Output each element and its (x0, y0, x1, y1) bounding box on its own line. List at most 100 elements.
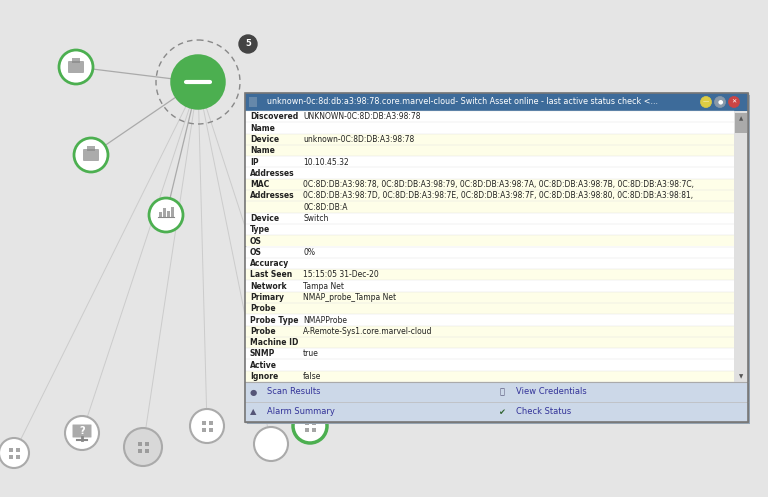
Text: 0C:8D:DB:A3:98:7D, 0C:8D:DB:A3:98:7E, 0C:8D:DB:A3:98:7F, 0C:8D:DB:A3:98:80, 0C:8: 0C:8D:DB:A3:98:7D, 0C:8D:DB:A3:98:7E, 0C… (303, 191, 694, 200)
Bar (137, 441, 141, 445)
Circle shape (729, 96, 740, 107)
Text: MAC: MAC (250, 180, 270, 189)
Text: unknown-0c:8d:db:a3:98:78.core.marvel-cloud- Switch Asset online - last active s: unknown-0c:8d:db:a3:98:78.core.marvel-cl… (262, 97, 658, 106)
Text: IP: IP (250, 158, 259, 166)
Bar (8, 454, 12, 459)
Bar (15, 447, 19, 451)
Bar (163, 208, 166, 217)
Bar (245, 292, 734, 303)
FancyBboxPatch shape (68, 61, 84, 73)
Bar (249, 97, 257, 107)
Text: ▼: ▼ (739, 375, 743, 380)
Bar (245, 337, 734, 348)
Bar (245, 213, 734, 224)
Bar (87, 146, 95, 151)
Bar (304, 427, 309, 431)
Bar (245, 156, 734, 167)
Bar (245, 348, 734, 359)
Bar (245, 314, 734, 326)
Text: Scan Results: Scan Results (267, 388, 320, 397)
Text: Addresses: Addresses (250, 191, 295, 200)
Text: true: true (303, 349, 319, 358)
Bar (245, 201, 734, 213)
Bar (245, 111, 734, 122)
Bar (72, 58, 80, 63)
Text: NMAPProbe: NMAPProbe (303, 316, 347, 325)
Text: Name: Name (250, 146, 275, 155)
Circle shape (74, 138, 108, 172)
Bar (208, 420, 213, 424)
Bar (245, 371, 734, 382)
Circle shape (172, 56, 224, 108)
Text: 0%: 0% (303, 248, 315, 257)
Circle shape (293, 409, 327, 443)
Bar (245, 303, 734, 314)
Bar (247, 95, 750, 424)
Text: OS: OS (250, 237, 262, 246)
Text: Probe Type: Probe Type (250, 316, 299, 325)
Text: ▲: ▲ (739, 116, 743, 121)
Text: Probe: Probe (250, 327, 276, 336)
Text: Alarm Summary: Alarm Summary (267, 408, 335, 416)
Bar (245, 190, 734, 201)
Bar (167, 211, 170, 217)
Text: unknown-0C:8D:DB:A3:98:78: unknown-0C:8D:DB:A3:98:78 (303, 135, 414, 144)
Bar (144, 441, 148, 445)
Text: View Credentials: View Credentials (516, 388, 587, 397)
Circle shape (0, 438, 29, 468)
Circle shape (239, 35, 257, 53)
Bar (245, 258, 734, 269)
FancyBboxPatch shape (72, 424, 91, 437)
Bar (245, 326, 734, 337)
Bar (312, 427, 316, 431)
Bar (245, 145, 734, 156)
Bar (201, 420, 206, 424)
Bar (245, 122, 734, 134)
Text: Accuracy: Accuracy (250, 259, 290, 268)
Circle shape (124, 428, 162, 466)
Text: ●: ● (250, 388, 257, 397)
Text: Tampa Net: Tampa Net (303, 282, 344, 291)
Bar (245, 179, 734, 190)
Bar (245, 280, 734, 292)
Text: Machine ID: Machine ID (250, 338, 299, 347)
Text: false: false (303, 372, 321, 381)
Circle shape (65, 416, 99, 450)
Text: NMAP_probe_Tampa Net: NMAP_probe_Tampa Net (303, 293, 396, 302)
Circle shape (254, 427, 288, 461)
Text: ✕: ✕ (731, 99, 737, 104)
Text: 5: 5 (245, 39, 251, 49)
Bar (245, 359, 734, 371)
Text: Type: Type (250, 225, 270, 234)
Bar (245, 134, 734, 145)
Text: 15:15:05 31-Dec-20: 15:15:05 31-Dec-20 (303, 270, 379, 279)
Bar (245, 167, 734, 179)
FancyBboxPatch shape (83, 149, 99, 161)
Text: Device: Device (250, 214, 279, 223)
Bar (245, 247, 734, 258)
Bar (137, 448, 141, 452)
Bar (304, 420, 309, 424)
Bar (171, 207, 174, 217)
Text: A-Remote-Sys1.core.marvel-cloud: A-Remote-Sys1.core.marvel-cloud (303, 327, 432, 336)
Bar (245, 235, 734, 247)
Bar (245, 93, 748, 422)
Text: ▲: ▲ (250, 408, 257, 416)
Bar (735, 113, 747, 133)
Text: Active: Active (250, 361, 277, 370)
Text: ●: ● (717, 99, 723, 104)
Bar (144, 448, 148, 452)
Text: Ignore: Ignore (250, 372, 278, 381)
Bar (15, 454, 19, 459)
Text: 🔑: 🔑 (499, 388, 505, 397)
Circle shape (714, 96, 726, 107)
Bar (201, 427, 206, 431)
Bar (734, 111, 748, 382)
Text: ?: ? (79, 426, 84, 436)
Text: SNMP: SNMP (250, 349, 276, 358)
Bar (245, 93, 748, 111)
Text: Discovered: Discovered (250, 112, 298, 121)
Text: 0C:8D:DB:A3:98:78, 0C:8D:DB:A3:98:79, 0C:8D:DB:A3:98:7A, 0C:8D:DB:A3:98:7B, 0C:8: 0C:8D:DB:A3:98:78, 0C:8D:DB:A3:98:79, 0C… (303, 180, 694, 189)
Bar (159, 212, 162, 217)
Circle shape (190, 409, 224, 443)
